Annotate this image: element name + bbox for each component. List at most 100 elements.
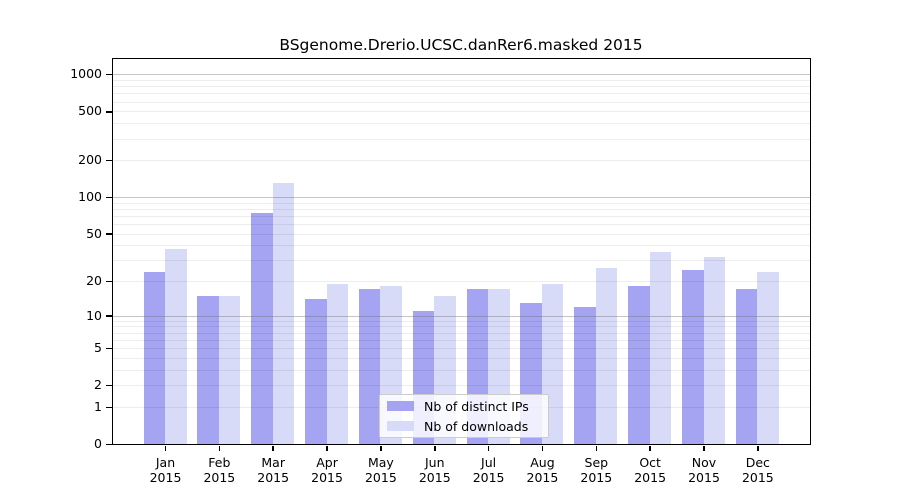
- x-tick-year-label: 2015: [634, 470, 667, 486]
- bar-oct-downloads: [649, 252, 672, 444]
- x-tick-year-label: 2015: [203, 470, 236, 486]
- x-axis-tick: [757, 446, 759, 451]
- x-tick-label-aug: Aug 2015: [512, 455, 572, 486]
- x-tick-year-label: 2015: [741, 470, 774, 486]
- y-axis-tick: [106, 196, 112, 199]
- x-tick-year-label: 2015: [418, 470, 451, 486]
- x-axis-tick: [380, 446, 382, 451]
- y-tick-label: 200: [78, 152, 102, 168]
- y-axis-tick: [106, 406, 112, 409]
- grid-line-minor: [113, 260, 810, 262]
- bar-dec-distinct-ips: [735, 289, 758, 444]
- x-tick-year-label: 2015: [580, 470, 613, 486]
- y-axis-tick: [106, 443, 112, 446]
- grid-line-minor: [113, 101, 810, 103]
- x-tick-label-may: May 2015: [351, 455, 411, 486]
- legend-swatch-downloads-icon: [387, 421, 414, 431]
- grid-line-minor: [113, 233, 810, 235]
- x-tick-year-label: 2015: [257, 470, 290, 486]
- grid-line-minor: [113, 215, 810, 217]
- x-tick-year-label: 2015: [149, 470, 182, 486]
- legend-item-downloads: Nb of downloads: [380, 417, 548, 435]
- x-axis-tick: [164, 446, 167, 451]
- y-axis-tick: [106, 384, 112, 387]
- x-tick-label-jul: Jul 2015: [459, 455, 519, 486]
- bar-apr-distinct-ips: [305, 299, 327, 444]
- grid-line-minor: [113, 369, 810, 371]
- x-axis-tick: [487, 446, 490, 451]
- bar-jan-distinct-ips: [143, 271, 165, 444]
- grid-line-minor: [113, 348, 810, 350]
- bar-feb-downloads: [218, 295, 241, 444]
- y-tick-label: 1: [94, 398, 102, 414]
- chart-title: BSgenome.Drerio.UCSC.danRer6.masked 2015: [279, 36, 643, 54]
- grid-line-minor: [113, 208, 810, 210]
- bar-oct-distinct-ips: [628, 286, 650, 444]
- legend-label-distinct-ips: Nb of distinct IPs: [424, 398, 529, 414]
- grid-line-minor: [113, 202, 810, 204]
- y-axis-tick: [106, 347, 112, 350]
- plot-area: [112, 58, 811, 445]
- x-axis-tick: [541, 446, 544, 451]
- x-tick-label-oct: Oct 2015: [620, 455, 680, 486]
- bar-nov-distinct-ips: [682, 269, 704, 444]
- grid-line-minor: [113, 281, 810, 283]
- x-tick-year-label: 2015: [472, 470, 505, 486]
- x-axis-tick: [218, 446, 221, 451]
- y-tick-label: 1000: [70, 66, 102, 82]
- grid-line-minor: [113, 385, 810, 387]
- x-axis-tick: [326, 446, 328, 451]
- bar-mar-distinct-ips: [251, 212, 273, 444]
- grid-line-minor: [113, 326, 810, 328]
- y-tick-label: 2: [94, 377, 102, 393]
- grid-line-minor: [113, 123, 810, 125]
- x-tick-label-apr: Apr 2015: [297, 455, 357, 486]
- x-tick-label-dec: Dec 2015: [728, 455, 788, 486]
- x-tick-year-label: 2015: [364, 470, 397, 486]
- grid-line-minor: [113, 339, 810, 341]
- legend-item-distinct-ips: Nb of distinct IPs: [380, 397, 548, 415]
- x-tick-year-label: 2015: [688, 470, 720, 486]
- bar-jan-downloads: [165, 249, 187, 444]
- legend-swatch-distinct-ips-icon: [387, 401, 414, 411]
- x-tick-label-jan: Jan 2015: [136, 455, 196, 486]
- y-tick-label: 10: [86, 307, 102, 323]
- grid-line-minor: [113, 86, 810, 88]
- x-tick-label-feb: Feb 2015: [189, 455, 249, 486]
- x-tick-label-nov: Nov 2015: [674, 455, 734, 486]
- bar-feb-distinct-ips: [197, 295, 219, 444]
- x-axis-tick: [595, 446, 598, 451]
- grid-line-minor: [113, 357, 810, 359]
- grid-line-minor: [113, 138, 810, 140]
- x-tick-label-jun: Jun 2015: [405, 455, 465, 486]
- bar-may-distinct-ips: [358, 289, 381, 444]
- grid-line-major: [113, 197, 810, 198]
- grid-line-major: [113, 315, 810, 317]
- x-axis-tick: [703, 446, 705, 451]
- x-tick-year-label: 2015: [526, 470, 559, 486]
- y-tick-label: 0: [94, 436, 102, 451]
- y-axis-tick: [106, 233, 112, 235]
- bar-mar-downloads: [272, 183, 295, 444]
- bar-dec-downloads: [757, 271, 779, 444]
- grid-line-minor: [113, 160, 810, 162]
- bar-sep-distinct-ips: [574, 306, 596, 444]
- grid-line-minor: [113, 320, 810, 322]
- y-axis-tick: [106, 315, 112, 317]
- y-tick-label: 20: [86, 273, 102, 289]
- x-axis-tick: [272, 446, 274, 451]
- bar-sep-downloads: [595, 267, 618, 444]
- grid-line-minor: [113, 93, 810, 95]
- legend: Nb of distinct IPs Nb of downloads: [379, 394, 549, 438]
- y-axis-tick: [106, 111, 112, 113]
- y-axis-tick: [106, 73, 112, 76]
- x-tick-label-sep: Sep 2015: [566, 455, 626, 486]
- grid-line-minor: [113, 245, 810, 247]
- y-tick-label: 500: [78, 103, 102, 119]
- x-axis-tick: [649, 446, 651, 451]
- x-tick-year-label: 2015: [311, 470, 343, 486]
- y-tick-label: 100: [78, 189, 102, 204]
- x-axis-tick: [434, 446, 436, 451]
- y-tick-label: 50: [86, 225, 102, 241]
